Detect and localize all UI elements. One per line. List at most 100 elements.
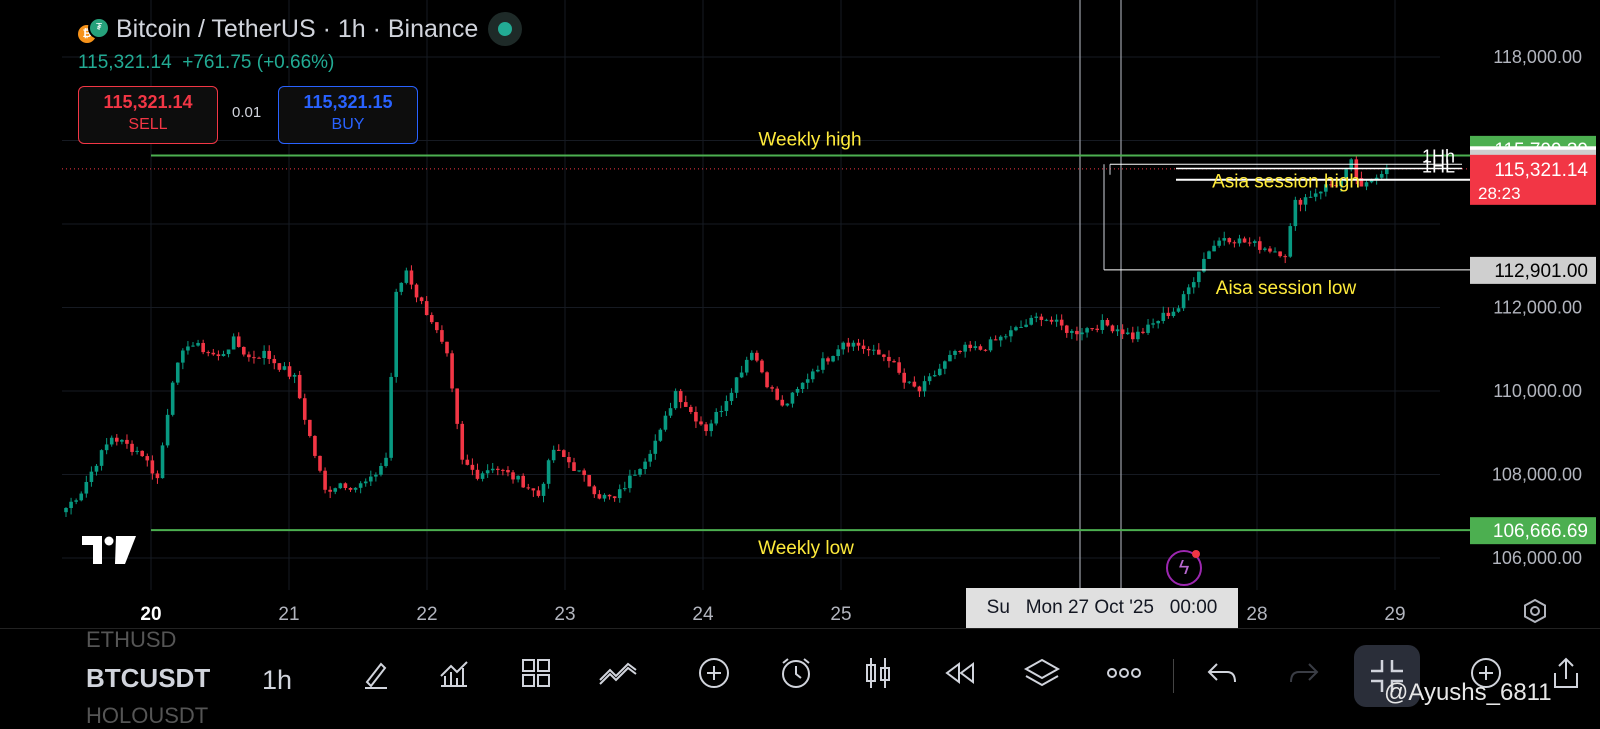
level-label: 1HL — [1422, 156, 1455, 176]
sell-button[interactable]: 115,321.14 SELL — [78, 86, 218, 144]
price-chart[interactable]: Weekly high Weekly low Asia session high Ai… — [0, 0, 1600, 628]
spread-value: 0.01 — [232, 104, 262, 121]
symbol-next[interactable]: HOLOUSDT — [86, 703, 209, 728]
exit-fullscreen-button[interactable] — [1354, 645, 1420, 707]
candle-body — [302, 398, 307, 420]
candle-body — [810, 371, 815, 380]
candle-body — [882, 354, 886, 357]
candle-body — [683, 402, 688, 407]
candle-body — [94, 465, 99, 472]
candle-body — [572, 462, 576, 471]
drawing-pencil-icon[interactable] — [354, 651, 398, 695]
candle-body — [1049, 319, 1054, 322]
candle-body — [1171, 311, 1176, 317]
candle-body — [1339, 181, 1343, 187]
symbol-title[interactable]: Bitcoin / TetherUS · 1h · Binance — [116, 14, 479, 43]
candle-body — [460, 423, 465, 460]
layers-icon[interactable] — [1020, 651, 1064, 695]
candle-body — [643, 461, 647, 470]
candle-body — [770, 387, 774, 389]
candle-body — [826, 358, 830, 362]
indicators-icon[interactable] — [432, 651, 476, 695]
flash-icon[interactable]: ϟ — [1166, 550, 1202, 586]
candle-body — [120, 439, 124, 442]
candle-body — [1014, 327, 1018, 331]
candle-body — [1019, 326, 1023, 328]
time-tick: 22 — [416, 604, 437, 625]
chart-header: ₿ ₮ Bitcoin / TetherUS · 1h · Binance — [78, 12, 523, 46]
candle-body — [851, 342, 856, 347]
candle-body — [1385, 168, 1389, 175]
candle-body — [211, 352, 216, 355]
candle-body — [556, 449, 561, 451]
candle-body — [1039, 316, 1044, 320]
symbol-current[interactable]: BTCUSDT — [86, 663, 211, 693]
candle-body — [602, 494, 607, 499]
candle-body — [363, 481, 368, 484]
candle-body — [1151, 323, 1155, 325]
replay-icon[interactable] — [938, 651, 982, 695]
candle-body — [292, 374, 297, 377]
candle-body — [369, 476, 373, 482]
candle-body — [1090, 328, 1094, 330]
candle-body — [617, 489, 622, 499]
candle-body — [638, 469, 642, 475]
bar-countdown: 28:23 — [1478, 184, 1521, 203]
more-icon[interactable] — [1102, 651, 1146, 695]
undo-icon[interactable] — [1200, 651, 1244, 695]
candle-body — [1186, 287, 1191, 295]
candle-body — [836, 349, 840, 356]
market-open-icon[interactable] — [488, 12, 523, 46]
candle-body — [89, 471, 94, 482]
candle-body — [175, 362, 180, 383]
candle-body — [333, 488, 338, 492]
candle-body — [109, 437, 114, 445]
alert-clock-icon[interactable] — [774, 651, 818, 695]
candles — [64, 155, 1389, 517]
candle-body — [236, 336, 241, 347]
sell-price: 115,321.14 — [103, 92, 193, 112]
candle-body — [1131, 332, 1135, 340]
candle-body — [257, 357, 261, 359]
symbol-prev[interactable]: ETHUSD — [86, 627, 177, 652]
candle-body — [343, 483, 348, 489]
settings-gear-icon[interactable] — [1522, 598, 1548, 624]
candle-body — [308, 419, 312, 436]
candle-body — [1324, 184, 1328, 192]
time-tick: 25 — [830, 604, 851, 625]
buy-button[interactable]: 115,321.15 BUY — [278, 86, 418, 144]
candle-body — [765, 372, 769, 388]
candle-body — [948, 354, 952, 362]
candle-body — [1308, 196, 1313, 198]
candle-body — [536, 490, 541, 496]
compare-icon[interactable] — [596, 651, 640, 695]
candle-body — [912, 381, 917, 387]
candle-body — [1110, 325, 1115, 332]
candle-type-icon[interactable] — [856, 651, 900, 695]
candle-body — [99, 450, 104, 466]
level-lines: Weekly high Weekly low Asia session high Ai… — [151, 130, 1470, 559]
candle-body — [313, 435, 317, 456]
candle-body — [226, 349, 231, 355]
candle-body — [551, 449, 556, 461]
candle-body — [998, 336, 1003, 341]
candle-body — [1034, 316, 1039, 318]
candle-body — [922, 381, 927, 392]
add-circle-icon[interactable] — [1464, 651, 1508, 695]
candle-body — [937, 368, 942, 376]
candle-body — [1161, 312, 1166, 321]
candle-body — [79, 493, 84, 501]
exit-fullscreen-icon[interactable] — [1365, 654, 1409, 698]
candle-body — [201, 342, 205, 353]
candle-body — [140, 450, 144, 457]
crosshair-time-label: Su Mon 27 Oct '25 00:00 — [966, 588, 1238, 628]
candle-body — [475, 469, 480, 479]
share-icon[interactable] — [1544, 651, 1588, 695]
candle-body — [1359, 178, 1364, 187]
candle-body — [1207, 251, 1211, 259]
candle-body — [445, 341, 449, 354]
layout-grid-icon[interactable] — [514, 651, 558, 695]
add-circle-icon[interactable] — [692, 651, 736, 695]
interval-selector[interactable]: 1h — [262, 665, 293, 695]
candle-body — [760, 360, 764, 373]
